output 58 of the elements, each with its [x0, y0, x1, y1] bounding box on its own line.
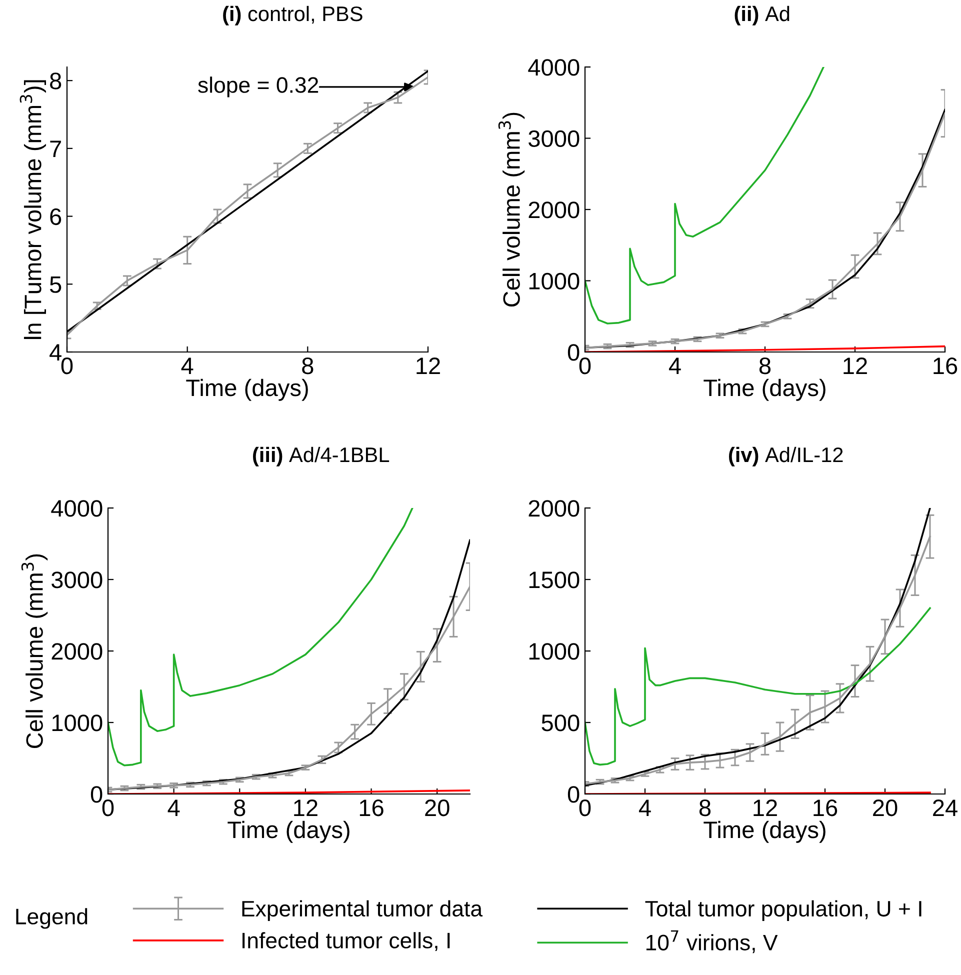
x-tick-label: 20 [873, 799, 898, 816]
chart-title: (i) control, PBS [223, 6, 362, 26]
y-tick-label: 2000 [52, 643, 102, 660]
chart-title: (ii) Ad [734, 6, 790, 26]
y-tick-label: 3000 [52, 572, 102, 588]
y-tick-label: 0 [568, 786, 580, 803]
y-tick-label: 1000 [529, 643, 580, 660]
x-tick-label: 12 [754, 799, 777, 816]
x-axis-title: Time (days) [228, 820, 350, 843]
x-tick-label: 16 [360, 799, 384, 816]
x-tick-label: 20 [425, 799, 450, 816]
legend-label: 10$^{7}$ virions, V [646, 930, 778, 954]
x-tick-label: 4 [181, 358, 194, 374]
y-tick-label: 4000 [51, 500, 102, 517]
x-axis-title: Time (days) [186, 378, 308, 401]
legend-label: Total tumor population, U + I [645, 900, 922, 921]
x-tick-label: 4 [668, 358, 681, 374]
y-tick-label: 2000 [528, 500, 580, 517]
x-tick-label: 16 [814, 799, 838, 816]
y-tick-label: 5 [50, 276, 62, 293]
x-tick-label: 12 [294, 799, 318, 816]
y-tick-label: 1500 [529, 572, 580, 588]
y-tick-label: 6 [50, 208, 62, 226]
y-axis-title: ln [Tumor volume (mm$^{3}$)] [20, 80, 46, 339]
y-axis-title: Cell volume (mm$^{3}$) [498, 112, 525, 307]
x-tick-label: 8 [699, 799, 711, 816]
x-tick-label: 8 [234, 799, 246, 816]
y-tick-label: 7 [50, 140, 61, 157]
x-tick-label: 4 [638, 800, 651, 816]
x-tick-label: 12 [416, 357, 440, 374]
y-tick-label: 4 [50, 344, 62, 361]
x-tick-label: 0 [102, 799, 114, 816]
chart-title: (iv) Ad/IL-12 [729, 446, 843, 466]
x-tick-label: 24 [933, 799, 958, 816]
x-tick-label: 12 [844, 357, 867, 374]
x-tick-label: 0 [579, 357, 591, 374]
x-tick-label: 8 [759, 357, 771, 374]
y-axis-title: Cell volume (mm$^{3}$) [21, 554, 48, 748]
y-tick-label: 1000 [529, 272, 580, 290]
x-tick-label: 8 [302, 357, 314, 374]
x-tick-label: 4 [168, 800, 180, 816]
x-axis-title: Time (days) [704, 378, 826, 401]
annotation: slope = 0.32 [198, 76, 318, 98]
y-tick-label: 2000 [528, 202, 580, 218]
y-tick-label: 4000 [528, 59, 580, 76]
y-tick-label: 3000 [528, 130, 580, 148]
x-axis-title: Time (days) [704, 820, 826, 843]
legend-label: Experimental tumor data [242, 900, 483, 921]
y-tick-label: 1000 [52, 714, 102, 732]
y-tick-label: 500 [542, 714, 580, 732]
x-tick-label: 16 [934, 357, 958, 374]
y-tick-label: 8 [50, 72, 62, 90]
legend-label: Infected tumor cells, I [242, 932, 450, 952]
legend-title: Legend [16, 908, 88, 929]
y-tick-label: 0 [90, 786, 102, 803]
y-tick-label: 0 [568, 344, 580, 361]
x-tick-label: 0 [579, 799, 591, 816]
chart-title: (iii) Ad/4-1BBL [253, 446, 390, 466]
